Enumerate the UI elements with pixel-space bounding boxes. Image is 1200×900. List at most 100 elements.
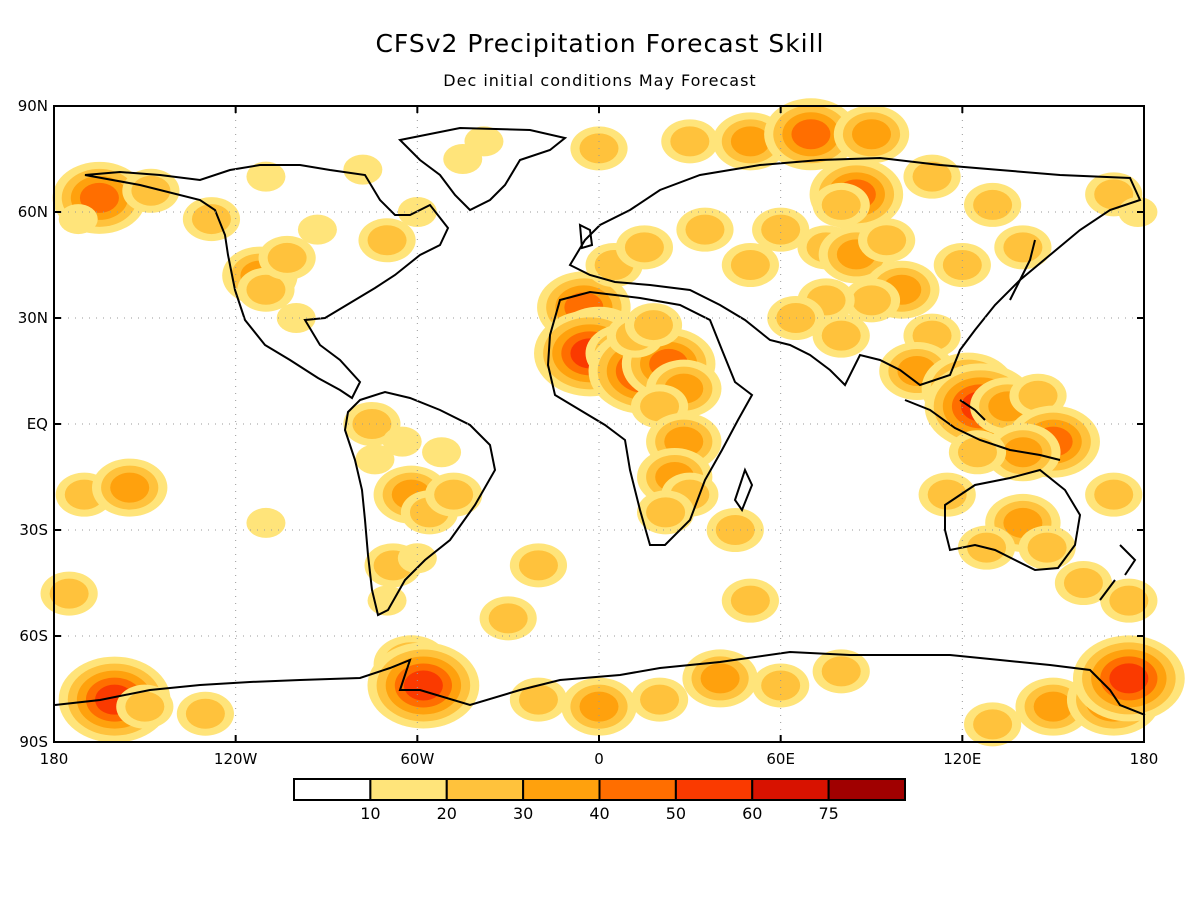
- lon-tick-label: 180: [1130, 750, 1159, 768]
- colorbar-swatch: [522, 778, 601, 801]
- skill-region-75-level-2: [1094, 179, 1134, 210]
- skill-region-2-level-2: [131, 175, 171, 206]
- skill-region-73-level-2: [1063, 568, 1103, 598]
- colorbar-swatch: [445, 778, 525, 801]
- skill-region-58-level-2: [1003, 232, 1043, 263]
- skill-region-6-level-2: [267, 242, 307, 273]
- colorbar-swatch: [751, 778, 830, 801]
- skill-region-91-level-2: [125, 691, 165, 722]
- map-subtitle: Dec initial conditions May Forecast: [443, 71, 756, 90]
- skill-region-33-level-2: [634, 310, 673, 341]
- skill-shading-layer: [40, 98, 1185, 747]
- skill-region-96-level-3: [579, 691, 619, 722]
- colorbar: 10 20 30 40 50 60 75: [293, 778, 906, 823]
- skill-region-12-level-1: [464, 126, 504, 157]
- skill-region-57-level-2: [973, 189, 1013, 220]
- coastline-indonesia: [904, 399, 1061, 461]
- skill-region-21-level-2: [434, 479, 474, 510]
- colorbar-label: 10: [360, 804, 380, 823]
- colorbar-swatch: [293, 778, 372, 801]
- lat-tick-label: EQ: [27, 415, 48, 433]
- skill-region-8-level-1: [297, 214, 337, 245]
- lon-tick-label: 0: [594, 750, 604, 768]
- coastline-south-america: [343, 390, 497, 617]
- skill-region-80-level-2: [49, 578, 89, 609]
- coastline-new-zealand: [1099, 544, 1137, 601]
- skill-region-13-level-1: [343, 154, 383, 185]
- skill-region-92-level-2: [185, 698, 225, 729]
- coastline-antarctica: [54, 650, 1146, 716]
- coastline-north-america: [84, 164, 450, 400]
- skill-region-101-level-3: [1033, 691, 1073, 722]
- skill-region-7-level-1: [276, 303, 316, 333]
- skill-region-14-level-1: [246, 161, 286, 192]
- skill-region-9-level-2: [367, 225, 407, 256]
- lat-tick-label: 30N: [18, 309, 48, 327]
- colorbar-swatch: [827, 778, 906, 801]
- skill-region-55-level-2: [821, 189, 861, 220]
- lon-tick-label: 120E: [943, 750, 981, 768]
- lat-tick-label: 60N: [18, 203, 48, 221]
- skill-region-74-level-2: [1109, 585, 1149, 616]
- skill-region-84-level-2: [730, 585, 770, 616]
- skill-region-81-level-1: [246, 507, 286, 538]
- colorbar-swatch: [674, 778, 754, 801]
- skill-region-18-level-1: [422, 437, 462, 468]
- skill-region-95-level-2: [518, 684, 558, 715]
- skill-region-56-level-2: [912, 161, 952, 192]
- skill-region-86-level-3: [730, 126, 770, 157]
- skill-region-24-level-1: [355, 444, 395, 475]
- lat-tick-label: 60S: [19, 627, 48, 645]
- skill-region-85-level-2: [670, 126, 710, 157]
- skill-region-83-level-2: [488, 603, 528, 634]
- skill-region-100-level-2: [821, 656, 861, 687]
- colorbar-label: 40: [589, 804, 609, 823]
- lat-tick-label: 90S: [19, 733, 48, 751]
- coastline-africa: [546, 290, 754, 546]
- coastline-japan: [1009, 239, 1036, 301]
- skill-region-71-level-2: [1027, 532, 1067, 563]
- skill-region-17-level-1: [382, 426, 422, 457]
- skill-region-99-level-2: [761, 670, 801, 701]
- lon-tick-label: 180: [40, 750, 69, 768]
- skill-region-50-level-2: [852, 285, 891, 316]
- map-title: CFSv2 Precipitation Forecast Skill: [375, 29, 824, 58]
- colorbar-swatch: [369, 778, 448, 801]
- skill-region-16-level-2: [352, 409, 392, 439]
- skill-region-15-level-1: [58, 204, 98, 235]
- skill-region-44-level-2: [730, 250, 770, 280]
- colorbar-label: 50: [666, 804, 686, 823]
- skill-region-104-level-2: [973, 709, 1013, 740]
- skill-region-103-level-5: [1109, 663, 1149, 694]
- lon-tick-label: 60E: [766, 750, 795, 768]
- skill-region-25-level-1: [397, 543, 437, 574]
- coastline-uk: [578, 223, 594, 250]
- skill-region-59-level-2: [942, 250, 982, 280]
- skill-region-52-level-2: [776, 303, 816, 333]
- skill-region-69-level-2: [927, 479, 967, 510]
- skill-region-77-level-2: [1094, 479, 1134, 510]
- colorbar-swatch: [598, 778, 677, 801]
- colorbar-label: 30: [513, 804, 533, 823]
- lat-tick-label: 90N: [18, 97, 48, 115]
- skill-region-1-level-4: [79, 182, 119, 213]
- skill-region-40-level-2: [715, 515, 755, 545]
- skill-region-48-level-2: [867, 225, 907, 256]
- skill-region-68-level-2: [957, 437, 997, 468]
- skill-region-35-level-2: [640, 391, 680, 422]
- skill-region-45-level-2: [761, 214, 801, 245]
- skill-region-43-level-2: [685, 214, 725, 245]
- lat-tick-label: 30S: [19, 521, 48, 539]
- skill-region-79-level-3: [110, 472, 150, 503]
- coastline-madagascar: [733, 467, 754, 513]
- colorbar-label: 20: [437, 804, 457, 823]
- skill-region-65-level-2: [1018, 380, 1058, 411]
- colorbar-label: 75: [818, 804, 838, 823]
- gridlines-layer: [54, 106, 1144, 742]
- skill-region-53-level-2: [821, 320, 861, 351]
- skill-region-97-level-2: [640, 684, 680, 715]
- skill-region-82-level-2: [518, 550, 558, 581]
- skill-region-42-level-2: [624, 232, 664, 263]
